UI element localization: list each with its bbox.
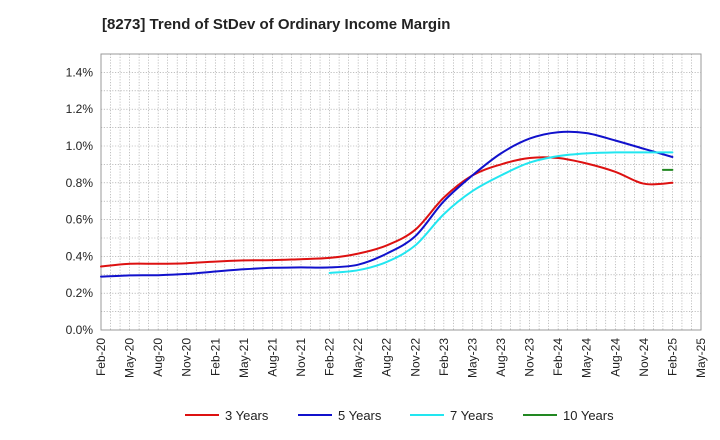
x-tick-label: Nov-21	[294, 338, 308, 377]
x-tick-label: Feb-21	[208, 338, 222, 376]
x-tick-label: Feb-23	[437, 338, 451, 376]
x-axis: Feb-20 May-20 Aug-20 Nov-20 Feb-21 May-21 Aug-…	[94, 338, 708, 378]
y-tick-label: 1.2%	[66, 102, 94, 116]
x-tick-label: Nov-22	[408, 338, 422, 377]
x-tick-label: May-23	[465, 338, 479, 378]
y-tick-label: 0.0%	[66, 323, 94, 337]
legend-label-5-years: 5 Years	[338, 408, 382, 423]
x-tick-label: Aug-21	[265, 338, 279, 377]
chart-title: [8273] Trend of StDev of Ordinary Income…	[102, 16, 451, 33]
x-tick-label: Feb-25	[665, 338, 679, 376]
y-tick-label: 1.4%	[66, 65, 94, 79]
x-tick-label: Aug-20	[151, 338, 165, 377]
x-tick-label: Feb-22	[323, 338, 337, 376]
y-tick-label: 0.6%	[66, 213, 94, 227]
x-tick-label: Aug-23	[494, 338, 508, 377]
x-tick-label: May-21	[237, 338, 251, 378]
legend: 3 Years 5 Years 7 Years 10 Years	[185, 408, 614, 423]
y-tick-label: 1.0%	[66, 139, 94, 153]
legend-label-3-years: 3 Years	[225, 408, 269, 423]
y-tick-label: 0.4%	[66, 249, 94, 263]
series-lines	[100, 130, 674, 278]
series-line-5-years	[100, 130, 674, 278]
legend-label-10-years: 10 Years	[563, 408, 614, 423]
series-line-3-years	[100, 156, 674, 268]
x-tick-label: May-22	[351, 338, 365, 378]
y-tick-label: 0.2%	[66, 286, 94, 300]
grid	[100, 54, 702, 330]
x-tick-label: May-24	[580, 338, 594, 378]
y-axis: 0.0% 0.2% 0.4% 0.6% 0.8% 1.0% 1.2% 1.4%	[66, 65, 94, 337]
plot-area	[100, 53, 702, 331]
x-tick-label: Nov-20	[180, 338, 194, 377]
legend-label-7-years: 7 Years	[450, 408, 494, 423]
x-tick-label: May-20	[123, 338, 137, 378]
x-tick-label: May-25	[694, 338, 708, 378]
x-tick-label: Feb-20	[94, 338, 108, 376]
x-tick-label: Aug-24	[608, 338, 622, 377]
x-tick-label: Nov-24	[637, 338, 651, 377]
series-line-7-years	[328, 151, 674, 274]
y-tick-label: 0.8%	[66, 176, 94, 190]
x-tick-label: Nov-23	[523, 338, 537, 377]
x-tick-label: Feb-24	[551, 338, 565, 376]
x-tick-label: Aug-22	[380, 338, 394, 377]
